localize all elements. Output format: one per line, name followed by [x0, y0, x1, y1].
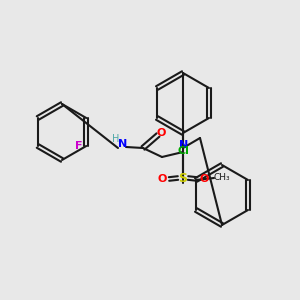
Text: N: N: [118, 139, 127, 149]
Text: Cl: Cl: [177, 146, 189, 156]
Text: N: N: [179, 140, 189, 150]
Text: O: O: [157, 174, 167, 184]
Text: H: H: [112, 134, 120, 144]
Text: S: S: [178, 172, 188, 185]
Text: F: F: [76, 141, 83, 151]
Text: CH₃: CH₃: [214, 173, 230, 182]
Text: O: O: [199, 174, 209, 184]
Text: O: O: [156, 128, 166, 138]
